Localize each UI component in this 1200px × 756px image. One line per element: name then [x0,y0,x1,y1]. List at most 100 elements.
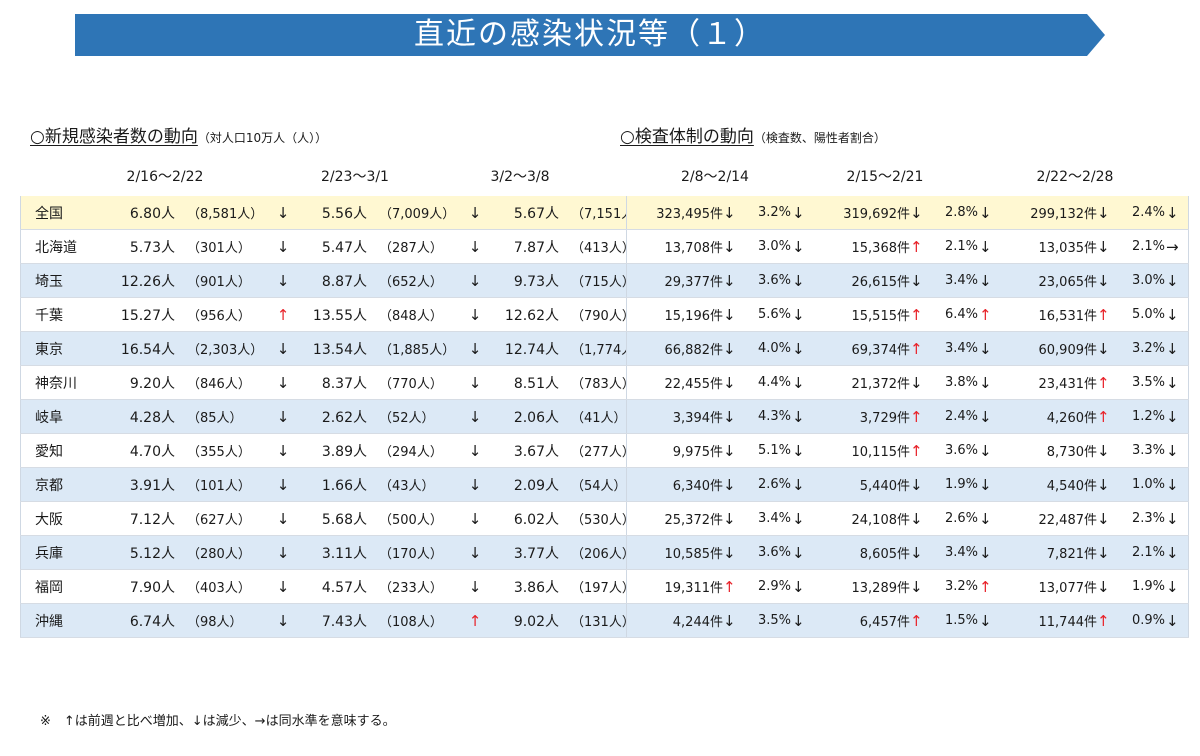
case-count: （170人） [371,535,457,570]
tests-table-row: 4,244件 ↓ 3.5% ↓ 6,457件 ↑ 1.5% ↓ 11,744件 ↑ 0.9% ↓ [626,603,1189,638]
cases-table-row: 沖縄6.74人（98人）↓7.43人（108人）↑9.02人（131人）↑ [20,603,686,638]
positivity-rate: 0.9% [1111,603,1165,638]
trend-arrow-icon: ↓ [457,569,493,604]
positivity-trend-arrow-icon: ↓ [1165,467,1189,502]
positivity-trend-arrow-icon: ↓ [1165,399,1189,434]
cases-section-title: ○新規感染者数の動向（対人口10万人（人）） [30,122,327,147]
positivity-rate: 3.3% [1111,433,1165,468]
test-count: 8,730件 [1001,433,1097,468]
test-count: 299,132件 [1001,196,1097,230]
prefecture-name: 東京 [20,331,109,366]
case-rate: 7.43人 [301,603,371,638]
case-count: （403人） [179,569,265,604]
page-title: 直近の感染状況等（１） [414,17,766,52]
case-rate: 3.86人 [493,569,563,604]
test-trend-arrow-icon: ↓ [723,331,737,366]
positivity-trend-arrow-icon: ↓ [791,365,814,400]
trend-arrow-icon: ↓ [265,229,301,264]
positivity-trend-arrow-icon: ↓ [1165,569,1189,604]
positivity-rate: 3.2% [1111,331,1165,366]
case-rate: 3.11人 [301,535,371,570]
case-count: （770人） [371,365,457,400]
positivity-rate: 1.9% [1111,569,1165,604]
trend-arrow-icon: ↓ [457,263,493,298]
test-count: 10,585件 [626,535,723,570]
test-trend-arrow-icon: ↓ [1097,433,1111,468]
test-count: 3,729件 [814,399,910,434]
test-count: 22,487件 [1001,501,1097,536]
positivity-rate: 3.4% [924,535,978,570]
positivity-rate: 2.6% [924,501,978,536]
case-rate: 5.67人 [493,196,563,230]
test-count: 6,457件 [814,603,910,638]
test-trend-arrow-icon: ↑ [723,569,737,604]
positivity-trend-arrow-icon: ↓ [1165,603,1189,638]
test-count: 26,615件 [814,263,910,298]
test-count: 319,692件 [814,196,910,230]
test-trend-arrow-icon: ↓ [910,196,924,230]
test-trend-arrow-icon: ↓ [723,229,737,264]
tests-section-main: ○検査体制の動向 [620,127,754,147]
trend-arrow-icon: ↓ [265,467,301,502]
positivity-rate: 3.2% [924,569,978,604]
case-rate: 8.37人 [301,365,371,400]
test-count: 22,455件 [626,365,723,400]
test-count: 66,882件 [626,331,723,366]
test-count: 13,077件 [1001,569,1097,604]
test-count: 15,196件 [626,297,723,332]
case-rate: 5.12人 [109,535,179,570]
test-trend-arrow-icon: ↑ [1097,297,1111,332]
test-count: 13,289件 [814,569,910,604]
positivity-rate: 2.1% [924,229,978,264]
tests-table-row: 10,585件 ↓ 3.6% ↓ 8,605件 ↓ 3.4% ↓ 7,821件 ↓ 2.1% ↓ [626,535,1189,570]
case-rate: 5.56人 [301,196,371,230]
positivity-trend-arrow-icon: ↓ [791,535,814,570]
positivity-rate: 2.4% [1111,196,1165,230]
positivity-rate: 3.2% [737,196,791,230]
test-trend-arrow-icon: ↓ [1097,263,1111,298]
test-trend-arrow-icon: ↓ [910,365,924,400]
trend-arrow-icon: ↓ [265,569,301,604]
case-count: （846人） [179,365,265,400]
case-count: （627人） [179,501,265,536]
test-count: 23,065件 [1001,263,1097,298]
case-rate: 13.54人 [301,331,371,366]
positivity-rate: 2.8% [924,196,978,230]
test-trend-arrow-icon: ↑ [910,603,924,638]
tests-table-row: 22,455件 ↓ 4.4% ↓ 21,372件 ↓ 3.8% ↓ 23,431件 ↑ 3.5% ↓ [626,365,1189,400]
positivity-trend-arrow-icon: ↓ [791,501,814,536]
trend-arrow-icon: ↓ [457,196,493,230]
cases-table-row: 愛知4.70人（355人）↓3.89人（294人）↓3.67人（277人）↓ [20,433,686,468]
trend-arrow-icon: ↓ [265,331,301,366]
positivity-rate: 4.3% [737,399,791,434]
trend-arrow-icon: ↓ [265,196,301,230]
case-rate: 4.57人 [301,569,371,604]
tests-section-sub: （検査数、陽性者割合） [753,131,886,145]
positivity-rate: 2.6% [737,467,791,502]
case-rate: 7.12人 [109,501,179,536]
positivity-trend-arrow-icon: ↓ [978,229,1001,264]
positivity-trend-arrow-icon: ↓ [1165,535,1189,570]
case-count: （652人） [371,263,457,298]
prefecture-name: 神奈川 [20,365,109,400]
prefecture-name: 全国 [20,196,109,230]
test-trend-arrow-icon: ↓ [723,196,737,230]
trend-arrow-icon: ↓ [457,501,493,536]
positivity-rate: 3.6% [737,263,791,298]
case-rate: 9.73人 [493,263,563,298]
test-count: 69,374件 [814,331,910,366]
case-count: （848人） [371,297,457,332]
positivity-rate: 4.0% [737,331,791,366]
cases-table-row: 東京 16.54人 （2,303人） ↓ 13.54人 （1,885人） ↓ 12.74人 （1… [20,331,686,366]
cases-period-1: 2/16〜2/22 [126,169,204,185]
case-rate: 5.47人 [301,229,371,264]
test-trend-arrow-icon: ↑ [1097,399,1111,434]
trend-arrow-icon: ↓ [265,365,301,400]
case-rate: 4.70人 [109,433,179,468]
positivity-trend-arrow-icon: ↓ [978,501,1001,536]
case-count: （101人） [179,467,265,502]
test-trend-arrow-icon: ↓ [723,263,737,298]
positivity-rate: 1.9% [924,467,978,502]
positivity-trend-arrow-icon: ↓ [791,467,814,502]
